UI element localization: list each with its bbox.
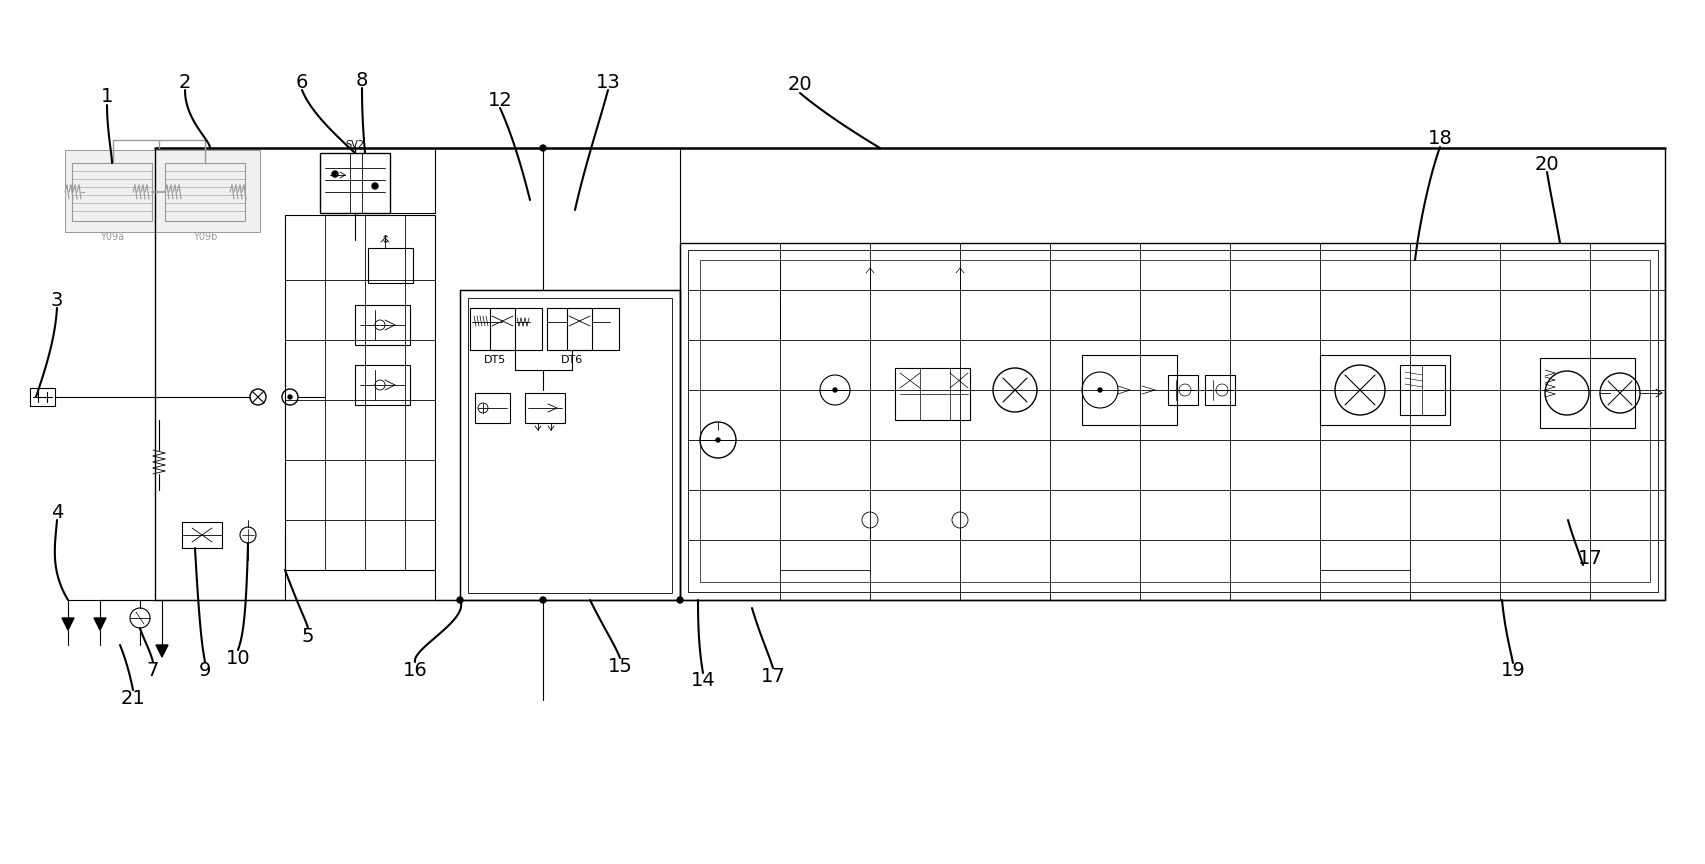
Bar	[355, 305, 409, 345]
Text: 20: 20	[788, 75, 812, 94]
Circle shape	[540, 145, 546, 151]
Circle shape	[716, 438, 720, 442]
Text: Y09b: Y09b	[193, 232, 217, 242]
Text: 9: 9	[199, 660, 211, 679]
Bar	[547, 308, 619, 350]
Text: 12: 12	[488, 91, 513, 110]
Bar	[72, 163, 152, 221]
Text: 14: 14	[691, 671, 716, 690]
Bar	[182, 522, 222, 548]
Bar	[1205, 375, 1234, 405]
Text: ↕: ↕	[380, 235, 390, 245]
Circle shape	[288, 395, 292, 399]
Bar	[165, 163, 246, 221]
Bar	[489, 308, 515, 350]
Text: 8: 8	[356, 71, 368, 90]
Text: Y09a: Y09a	[101, 232, 124, 242]
Text: 2: 2	[179, 73, 191, 92]
Text: 17: 17	[760, 666, 786, 685]
Text: 17: 17	[1577, 549, 1603, 568]
Bar	[31, 388, 55, 406]
Bar	[1083, 355, 1176, 425]
Circle shape	[540, 597, 546, 603]
Text: 15: 15	[607, 657, 633, 676]
Bar	[1540, 358, 1635, 428]
Text: DT6: DT6	[561, 355, 583, 365]
Text: 21: 21	[121, 689, 145, 708]
Text: 19: 19	[1500, 662, 1526, 681]
Bar	[321, 153, 390, 213]
Bar	[285, 215, 435, 570]
Bar	[1320, 355, 1449, 425]
Bar	[1400, 365, 1446, 415]
Bar	[467, 298, 672, 593]
Text: 18: 18	[1427, 130, 1453, 149]
Polygon shape	[61, 618, 73, 630]
Circle shape	[332, 171, 338, 177]
Bar	[1168, 375, 1199, 405]
Bar	[895, 368, 970, 420]
Bar	[680, 243, 1666, 600]
Bar	[355, 365, 409, 405]
Polygon shape	[155, 645, 169, 657]
Text: 13: 13	[595, 73, 621, 92]
Text: 5: 5	[302, 626, 314, 645]
Text: 6: 6	[295, 73, 309, 92]
Text: DT5: DT5	[484, 355, 506, 365]
Circle shape	[457, 597, 464, 603]
Text: 1: 1	[101, 87, 113, 106]
Circle shape	[372, 183, 379, 189]
Bar	[701, 260, 1650, 582]
Bar	[460, 290, 680, 600]
Bar	[689, 250, 1657, 592]
Bar	[476, 393, 510, 423]
Bar	[368, 248, 413, 283]
Text: 4: 4	[51, 503, 63, 522]
Text: 3: 3	[51, 290, 63, 309]
Text: 20: 20	[1534, 155, 1560, 174]
Polygon shape	[94, 618, 106, 630]
Circle shape	[834, 388, 837, 392]
Circle shape	[1098, 388, 1101, 392]
Bar	[471, 308, 542, 350]
Text: 16: 16	[402, 660, 428, 679]
Bar	[65, 150, 259, 232]
Bar	[525, 393, 564, 423]
Bar	[568, 308, 592, 350]
Circle shape	[677, 597, 684, 603]
Text: 10: 10	[225, 649, 251, 668]
Text: 7: 7	[147, 660, 159, 679]
Text: SV2: SV2	[346, 140, 365, 150]
